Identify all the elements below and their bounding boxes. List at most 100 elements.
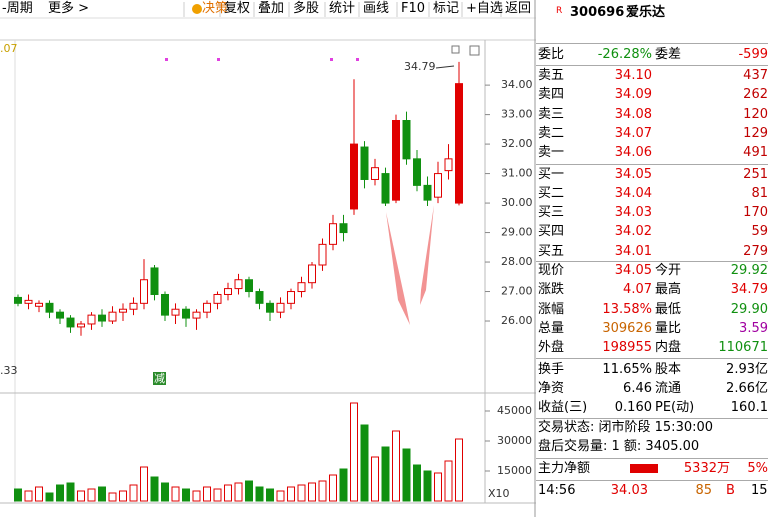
volume-bar xyxy=(444,460,453,502)
divider xyxy=(536,418,768,419)
toolbar-button[interactable]: 标记 xyxy=(433,1,460,16)
label: 流通 xyxy=(655,380,682,396)
toolbar-button[interactable]: F10 xyxy=(401,1,426,16)
candle-body xyxy=(108,311,117,322)
after-hours: 盘后交易量: 1 额: 3405.00 xyxy=(538,439,700,454)
label: 委差 xyxy=(655,47,682,62)
candle-body xyxy=(455,83,463,204)
marker-box xyxy=(153,372,166,385)
icon xyxy=(192,4,202,14)
price: 34.02 xyxy=(614,224,652,240)
value: 3.59 xyxy=(739,320,768,336)
volume-bar xyxy=(45,492,54,502)
y-tick-label: 28.00 xyxy=(501,255,533,268)
volume-bar xyxy=(266,488,274,502)
candle-body xyxy=(392,120,400,201)
candle-body xyxy=(161,293,169,316)
label: 卖四 xyxy=(538,87,565,103)
candle-body xyxy=(203,302,211,313)
candle-body xyxy=(350,143,358,210)
price: 34.01 xyxy=(614,243,652,259)
volume-bar xyxy=(224,484,232,502)
price: 34.05 xyxy=(614,166,652,182)
toolbar-button[interactable]: 叠加 xyxy=(258,1,285,16)
toolbar-button[interactable]: 更多 > xyxy=(48,1,90,16)
volume-bar xyxy=(203,486,211,502)
value: 11.65% xyxy=(602,361,652,377)
value: 34.79 xyxy=(730,282,768,298)
toolbar-button[interactable]: 决策 xyxy=(202,1,229,16)
status: 交易状态: 闭市阶段 15:30:00 xyxy=(538,420,714,435)
candle-body xyxy=(297,282,306,293)
price: 34.08 xyxy=(614,106,652,122)
volume: 129 xyxy=(743,125,768,141)
candle-body xyxy=(140,279,148,304)
divider xyxy=(536,358,768,359)
label: 卖二 xyxy=(538,125,565,141)
candle-body xyxy=(66,317,75,328)
volume-bar xyxy=(108,492,117,502)
candle-body xyxy=(150,267,159,295)
toolbar-button[interactable]: 画线 xyxy=(363,1,390,16)
y-tick-label: 34.00 xyxy=(501,78,533,91)
toolbar-button[interactable]: -周期 xyxy=(2,1,33,16)
stock-name: 爱乐达 xyxy=(626,5,666,20)
value: 29.90 xyxy=(730,301,768,317)
toolbar-button[interactable]: 复权 xyxy=(224,1,251,16)
volume-bar xyxy=(98,486,106,502)
price: 34.10 xyxy=(614,68,652,83)
y-tick-label: 29.00 xyxy=(501,226,533,239)
volume: 262 xyxy=(743,87,768,103)
candle-body xyxy=(381,173,390,204)
candle-body xyxy=(213,293,222,304)
y-tick-label: 31.00 xyxy=(501,167,533,180)
label: 现价 xyxy=(538,263,565,278)
annotation: .33 xyxy=(0,364,18,377)
divider xyxy=(536,65,768,66)
candle-body xyxy=(413,158,421,186)
label: 买四 xyxy=(538,224,565,240)
toolbar-button[interactable]: 统计 xyxy=(329,1,356,16)
label: 收益(三) xyxy=(538,400,588,416)
divider xyxy=(536,480,768,481)
volume-bar xyxy=(150,476,159,502)
label: 换手 xyxy=(538,361,565,377)
volume-bar xyxy=(14,488,22,502)
volume: 81 xyxy=(751,185,768,201)
volume-bar xyxy=(140,466,148,502)
candle-body xyxy=(245,279,253,293)
volume-bar xyxy=(129,484,138,502)
volume: 170 xyxy=(743,205,768,221)
toolbar-button[interactable]: 返回 xyxy=(505,1,532,16)
candle-body xyxy=(276,302,285,313)
annotation: 减 xyxy=(154,372,165,385)
candle-body xyxy=(87,314,96,325)
label: 主力净额 xyxy=(538,461,591,476)
candle-body xyxy=(77,323,85,328)
label: 卖一 xyxy=(538,145,565,161)
label: 外盘 xyxy=(538,340,565,356)
toolbar-button[interactable]: 多股 xyxy=(293,1,320,16)
candle-body xyxy=(56,311,64,319)
annotation: 34.79 xyxy=(404,60,436,73)
y-tick-label: 26.00 xyxy=(501,314,533,327)
value: 34.05 xyxy=(614,263,652,278)
label: 最低 xyxy=(655,301,682,317)
volume-bar xyxy=(329,474,337,502)
toolbar-button[interactable]: +自选 xyxy=(466,1,503,16)
label: 量比 xyxy=(655,320,682,336)
value: -26.28% xyxy=(597,47,652,62)
candle-body xyxy=(129,302,138,310)
candle-body xyxy=(329,223,337,245)
candle-body xyxy=(423,184,432,201)
volume-tick-label: 15000 xyxy=(497,464,532,477)
volume-bar xyxy=(24,490,33,502)
candle-body xyxy=(234,279,243,290)
candle-body xyxy=(318,243,327,266)
candle-body xyxy=(98,314,106,322)
price: 34.06 xyxy=(614,145,652,161)
volume-bar xyxy=(434,472,442,502)
price: 34.03 xyxy=(610,483,648,498)
volume: 59 xyxy=(751,224,768,240)
